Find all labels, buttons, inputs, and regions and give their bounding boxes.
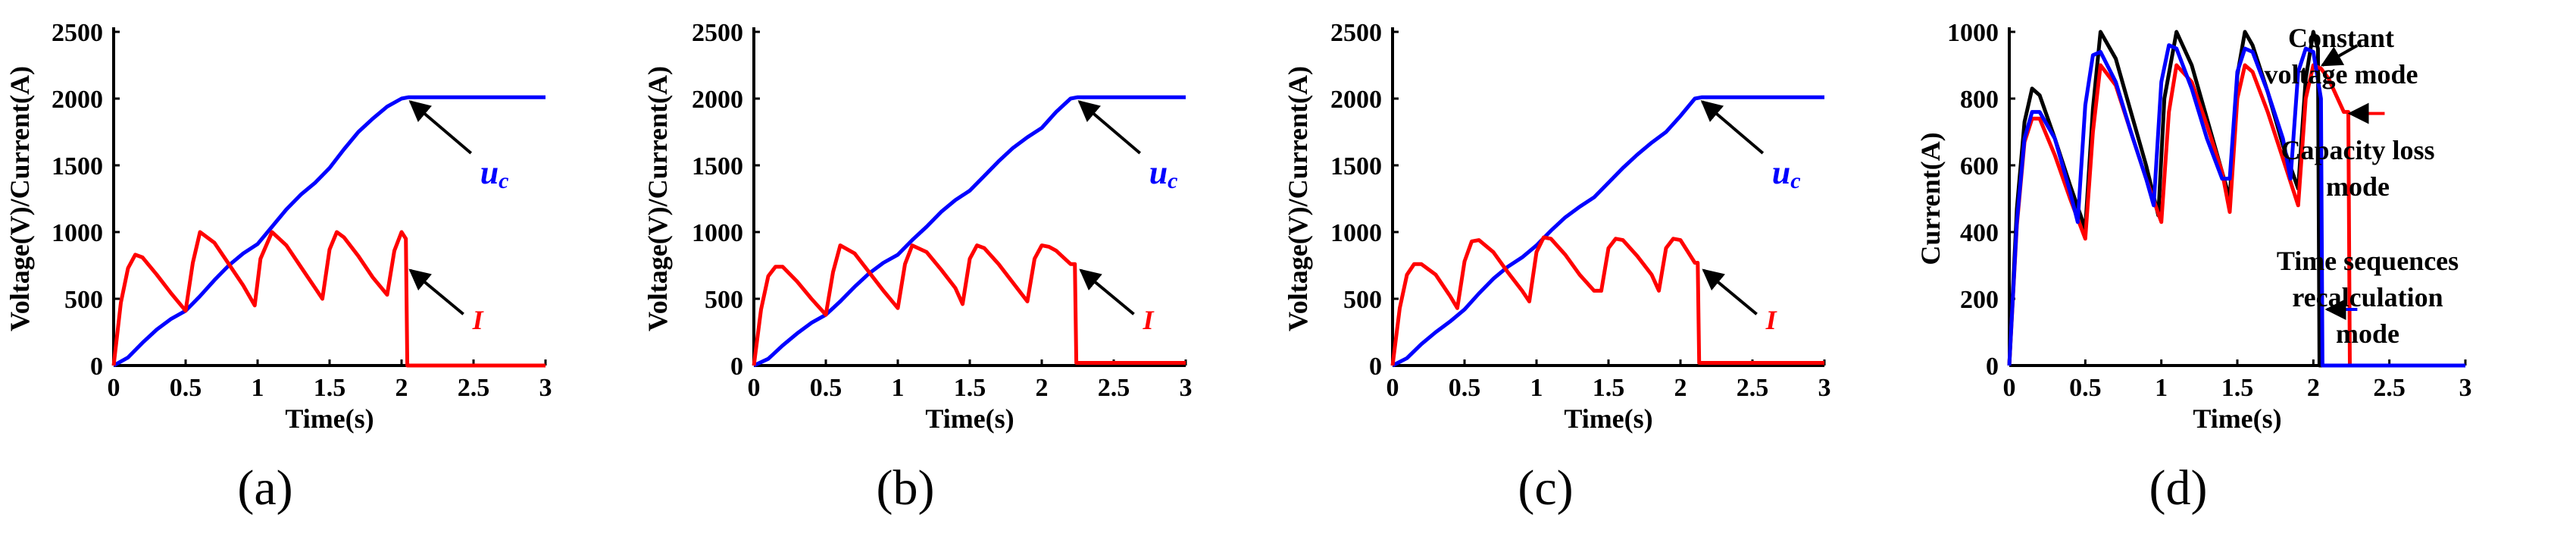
arrow-uc [1700, 100, 1765, 155]
x-tick-label: 3 [539, 374, 552, 402]
y-tick-label: 0 [1369, 353, 1382, 381]
series-line-time-sequences-recalculation-mode [2007, 43, 2465, 368]
series-line-i [111, 230, 546, 368]
panel-label-b: (b) [877, 460, 935, 516]
series-line-uc [1391, 95, 1824, 368]
y-tick-label: 500 [1343, 286, 1382, 314]
x-tick-label: 0.5 [170, 374, 202, 402]
arrow-uc [408, 100, 472, 155]
y-tick-label: 1000 [52, 219, 103, 247]
panel-label-c: (c) [1518, 460, 1573, 516]
annotation-timeseq-2: recalculation [2292, 282, 2443, 312]
chart-panel-d: 0 0.5 1 1.5 2 2.5 3 0 200 400 600 800 1000 Time(s) Cur… [1915, 19, 2472, 516]
x-axis-label: Time(s) [1564, 403, 1652, 434]
y-tick-label: 2000 [52, 86, 103, 114]
y-tick-label: 2500 [692, 19, 743, 47]
x-tick-label: 2 [2307, 374, 2320, 402]
y-tick-label: 1000 [1330, 219, 1382, 247]
x-tick-label: 1.5 [954, 374, 986, 402]
x-tick-label: 2.5 [458, 374, 490, 402]
x-tick-label: 0.5 [2069, 374, 2102, 402]
y-axis-label: Current(A) [1915, 132, 1946, 265]
x-tick-label: 3 [1818, 374, 1831, 402]
series-line-i [1390, 235, 1824, 366]
y-tick-label: 2000 [692, 86, 743, 114]
annotation-i: I [472, 305, 485, 335]
series-line-uc [752, 95, 1186, 368]
x-axis-label: Time(s) [2193, 403, 2281, 434]
x-tick-label: 0 [748, 374, 761, 402]
annotation-i: I [1143, 305, 1155, 335]
y-tick-label: 0 [1986, 353, 1999, 381]
x-tick-label: 0.5 [1449, 374, 1481, 402]
x-tick-label: 2.5 [2373, 374, 2406, 402]
x-tick-label: 3 [2459, 374, 2472, 402]
x-tick-label: 2 [1674, 374, 1687, 402]
y-tick-label: 500 [705, 286, 743, 314]
y-tick-label: 1500 [692, 152, 743, 180]
y-tick-label: 0 [90, 353, 103, 381]
x-tick-label: 1 [2155, 374, 2168, 402]
y-tick-label: 2000 [1330, 86, 1382, 114]
annotation-timeseq-3: mode [2336, 318, 2399, 349]
y-tick-label: 1500 [52, 152, 103, 180]
panel-label-a: (a) [237, 460, 292, 516]
annotation-constant-1: Constant [2288, 23, 2394, 53]
y-tick-label: 400 [1960, 219, 1999, 247]
x-tick-label: 1 [892, 374, 905, 402]
annotation-uc: uc [1772, 154, 1801, 193]
y-axis-label: Voltage(V)/Current(A) [642, 66, 673, 331]
annotation-capacity-1: Capacity loss [2281, 135, 2434, 165]
x-tick-label: 1 [252, 374, 264, 402]
series-line-uc [112, 95, 546, 368]
arrow-i [408, 268, 464, 315]
x-tick-label: 0 [2003, 374, 2016, 402]
arrow-constant-voltage [2320, 44, 2359, 67]
y-tick-label: 2500 [1330, 19, 1382, 47]
x-tick-label: 3 [1180, 374, 1193, 402]
x-tick-label: 1.5 [2221, 374, 2254, 402]
annotation-i: I [1765, 305, 1778, 335]
y-axis-label: Voltage(V)/Current(A) [1283, 66, 1313, 331]
chart-panel-c: 0 0.5 1 1.5 2 2.5 3 0 500 1000 1500 2000 2500 Time(s)… [1283, 19, 1831, 516]
annotation-uc: uc [480, 154, 509, 193]
annotation-constant-2: voltage mode [2265, 59, 2418, 89]
series-line-i [752, 243, 1186, 366]
y-tick-label: 200 [1960, 286, 1999, 314]
annotation-capacity-2: mode [2326, 171, 2390, 202]
annotation-timeseq-1: Time sequences [2277, 246, 2459, 276]
x-axis-label: Time(s) [285, 403, 374, 434]
arrow-i [1702, 268, 1758, 315]
x-tick-label: 1.5 [314, 374, 346, 402]
x-tick-label: 0.5 [810, 374, 843, 402]
y-tick-label: 1000 [1947, 19, 1999, 47]
chart-panel-a: 0 0.5 1 1.5 2 2.5 3 0 500 1000 1500 2000 2500 Time(s)… [5, 19, 552, 516]
y-tick-label: 800 [1960, 86, 1999, 114]
y-tick-label: 1500 [1330, 152, 1382, 180]
x-axis-label: Time(s) [925, 403, 1014, 434]
x-tick-label: 0 [108, 374, 120, 402]
x-tick-label: 1 [1530, 374, 1543, 402]
y-tick-label: 2500 [52, 19, 103, 47]
x-tick-label: 2 [1036, 374, 1049, 402]
chart-panel-b: 0 0.5 1 1.5 2 2.5 3 0 500 1000 1500 2000 2500 Time(s)… [642, 19, 1193, 516]
arrow-uc [1077, 100, 1141, 155]
y-tick-label: 1000 [692, 219, 743, 247]
x-tick-label: 2.5 [1098, 374, 1130, 402]
y-axis-label: Voltage(V)/Current(A) [5, 66, 35, 331]
arrow-i [1079, 268, 1135, 315]
panel-label-d: (d) [2149, 460, 2208, 516]
x-tick-label: 0 [1386, 374, 1399, 402]
y-tick-label: 0 [730, 353, 743, 381]
x-tick-label: 1.5 [1593, 374, 1625, 402]
y-tick-label: 500 [64, 286, 103, 314]
x-tick-label: 2 [395, 374, 408, 402]
y-tick-label: 600 [1960, 152, 1999, 180]
annotation-uc: uc [1149, 154, 1178, 193]
x-tick-label: 2.5 [1737, 374, 1769, 402]
